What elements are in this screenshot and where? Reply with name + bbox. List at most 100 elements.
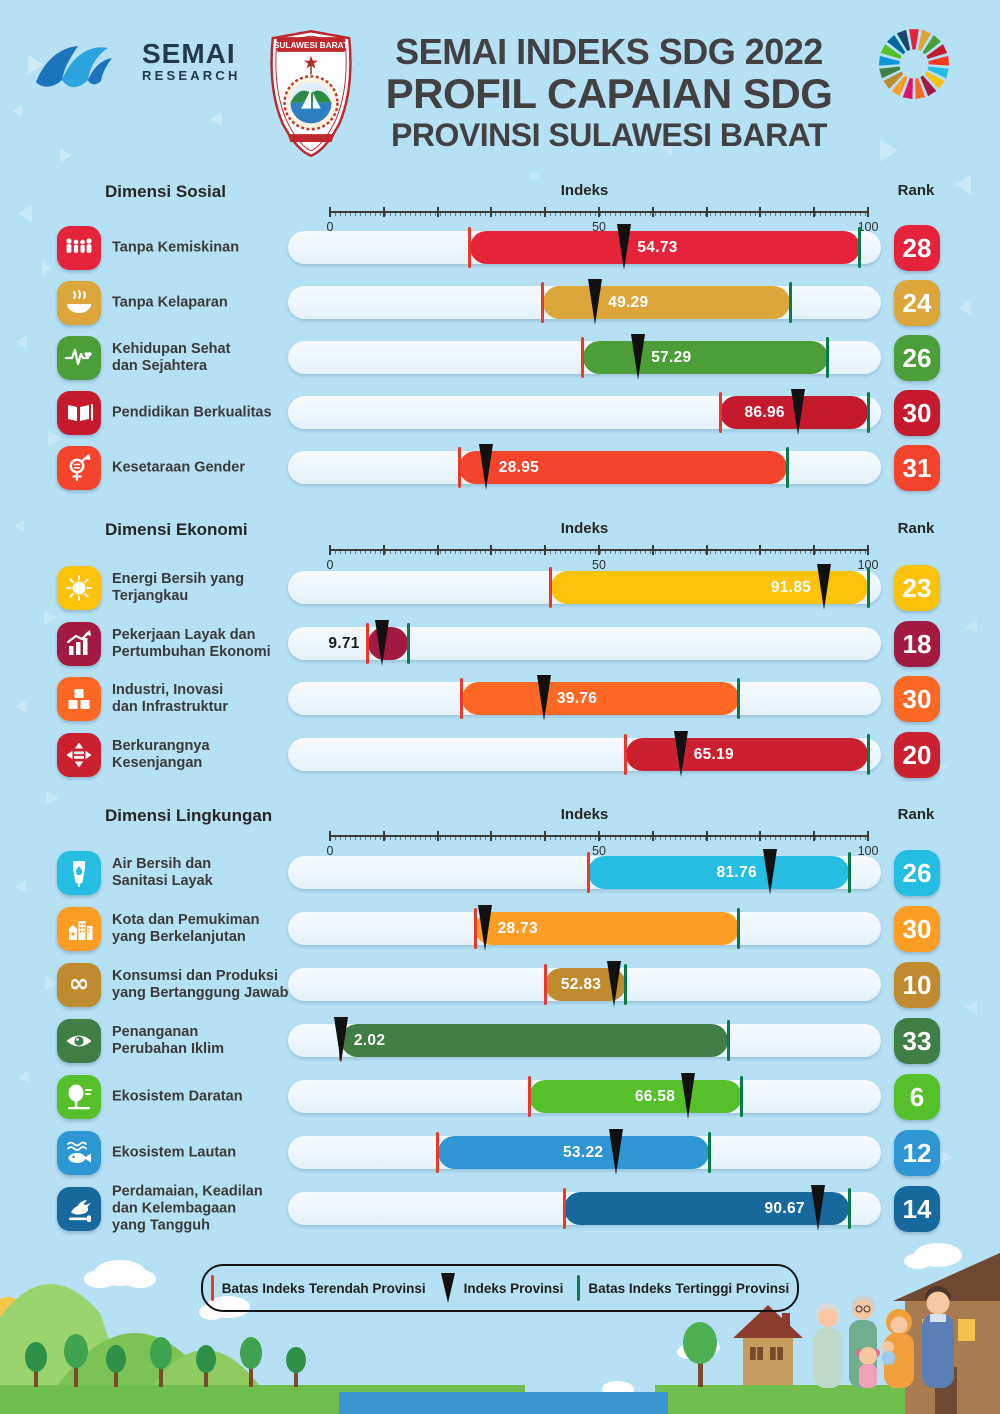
goal-heartbeat-icon [57,336,101,380]
sdg-row: Air Bersih dan Sanitasi Layak 81.76 26 [0,849,1000,896]
goal-label: Industri, Inovasi dan Infrastruktur [112,682,229,715]
rank-badge: 10 [894,962,940,1008]
max-boundary-line [866,392,870,433]
index-bar-track: 9.71 [288,620,881,666]
index-bar-track: 2.02 [288,1017,881,1063]
index-value-label: 39.76 [556,689,598,707]
index-bar-range [582,341,828,374]
semai-logo-swoosh-icon [36,46,112,88]
province-index-marker [617,224,632,270]
province-index-marker [478,444,493,490]
rank-column-title: Rank [897,520,935,537]
legend-item-index: Indeks Provinsi [440,1272,564,1304]
index-bar-range [550,571,868,604]
index-value-label: 66.58 [634,1087,676,1105]
index-bar-range [340,1024,729,1057]
max-boundary-line [726,1020,730,1061]
max-boundary-line [847,1188,851,1229]
goal-gender-icon [57,446,101,490]
sdg-row: Tanpa Kemiskinan 54.73 28 [0,224,1000,271]
min-boundary-line [468,227,472,268]
legend-item-max: Batas Indeks Tertinggi Provinsi [577,1275,789,1301]
index-bar-track: 52.83 [288,961,881,1007]
province-index-marker [817,564,832,610]
family-group [814,1286,954,1388]
min-boundary-line [624,734,628,775]
province-index-marker [673,731,688,777]
index-bar-track: 49.29 [288,279,881,325]
goal-label: Energi Bersih yang Terjangkau [112,571,245,604]
sdg-wheel-icon [878,29,950,100]
section-title: Dimensi Lingkungan [105,806,273,825]
rank-badge: 26 [894,850,940,896]
goal-fish-icon [57,1131,101,1175]
index-bar-range [588,856,850,889]
index-value-label: 90.67 [764,1199,805,1217]
sdg-row: Pendidikan Berkualitas 86.96 30 [0,389,1000,436]
title-line-1: SEMAI INDEKS SDG 2022 [395,31,823,72]
province-index-marker [536,675,551,721]
tree-icon [25,1322,717,1387]
rank-badge: 14 [894,1186,940,1232]
goal-label: Tanpa Kemiskinan [112,239,240,256]
index-bar-track: 57.29 [288,334,881,380]
goal-people-icon [57,226,101,270]
min-boundary-line [586,852,590,893]
title-line-2: PROFIL CAPAIAN SDG [385,70,833,117]
rank-column-title: Rank [897,182,935,199]
axis-tick-label: 0 [326,558,334,572]
rank-badge: 30 [894,676,940,722]
index-bar-range [469,231,860,264]
index-bar-range [459,451,788,484]
province-index-marker [609,1129,624,1175]
max-boundary-line [866,734,870,775]
index-value-label: 9.71 [328,634,360,652]
province-index-marker [810,1185,825,1231]
goal-city-icon [57,907,101,951]
sdg-row: ∞ Konsumsi dan Produksi yang Bertanggung … [0,961,1000,1008]
max-boundary-line [785,447,789,488]
girl [856,1347,880,1388]
index-bar-track: 54.73 [288,224,881,270]
index-axis: 0 50 100 [327,830,878,862]
index-bar-range [529,1080,742,1113]
province-index-marker [631,334,646,380]
index-value-label: 91.85 [770,578,812,596]
section-title: Dimensi Ekonomi [105,520,248,539]
max-boundary-line [624,964,628,1005]
index-value-label: 2.02 [353,1031,386,1049]
max-boundary-line [847,852,851,893]
index-bar-track: 90.67 [288,1185,881,1231]
goal-equality-icon [57,733,101,777]
sdg-row: Ekosistem Daratan 66.58 6 [0,1073,1000,1120]
page-title: SEMAI INDEKS SDG 2022 PROFIL CAPAIAN SDG… [363,32,855,154]
goal-infinity-icon: ∞ [57,963,101,1007]
index-bar-range [367,627,409,660]
province-index-marker [790,389,805,435]
legend-label: Batas Indeks Tertinggi Provinsi [588,1280,790,1296]
index-value-label: 53.22 [563,1143,604,1161]
section-dimensi-lingkungan: Dimensi Lingkungan Indeks Rank 0 50 100 Ai… [0,804,1000,1254]
red-line-icon [210,1275,214,1301]
rank-column-title: Rank [897,806,935,823]
legend-label: Indeks Provinsi [463,1280,564,1296]
grandma [814,1303,842,1388]
index-bar-track: 39.76 [288,675,881,721]
goal-label: Penanganan Perubahan Iklim [112,1024,225,1057]
province-index-marker [681,1073,696,1119]
sdg-row: Kesetaraan Gender 28.95 31 [0,444,1000,491]
water [339,1392,668,1414]
min-boundary-line [366,623,370,664]
index-value-label: 65.19 [693,745,734,763]
index-value-label: 28.95 [498,458,540,476]
axis-tick-label: 100 [857,844,879,858]
section-dimensi-ekonomi: Dimensi Ekonomi Indeks Rank 0 50 100 Energ… [0,518,1000,798]
province-index-marker [607,961,622,1007]
axis-tick-label: 100 [857,220,879,234]
sdg-row: Berkurangnya Kesenjangan 65.19 20 [0,731,1000,778]
min-boundary-line [562,1188,566,1229]
rank-badge: 28 [894,225,940,271]
min-boundary-line [543,964,547,1005]
rank-badge: 30 [894,390,940,436]
goal-label: Air Bersih dan Sanitasi Layak [112,856,213,889]
